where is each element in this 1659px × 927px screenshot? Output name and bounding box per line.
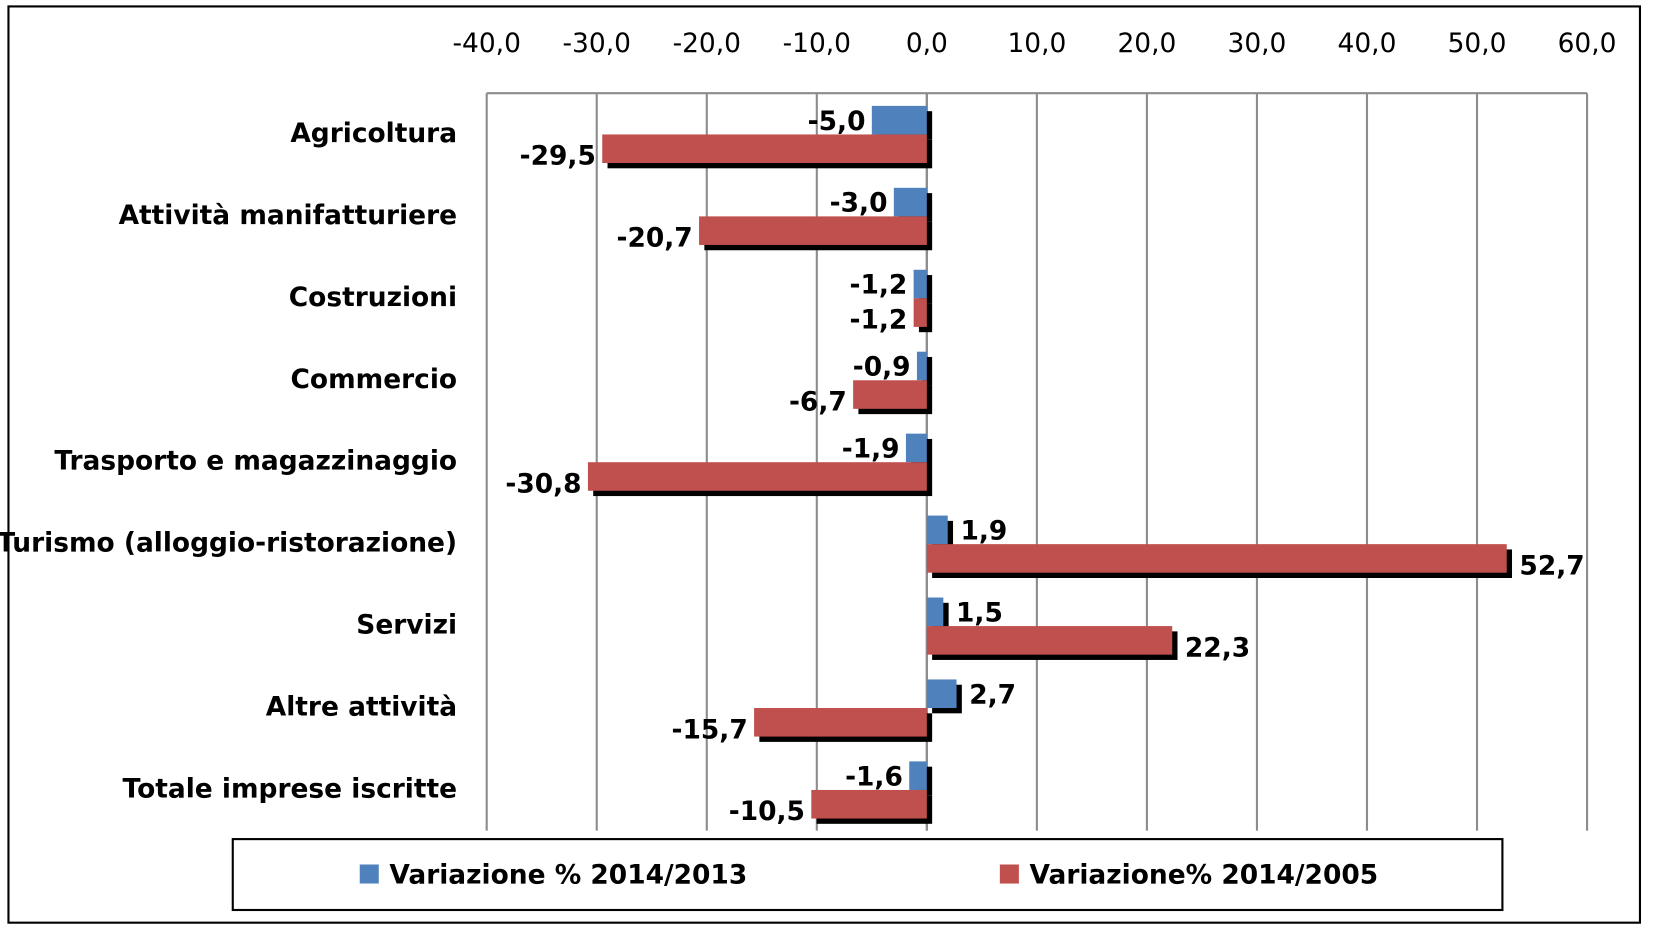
x-tick-label: -20,0 bbox=[673, 28, 741, 59]
x-tick-label: 20,0 bbox=[1117, 28, 1176, 59]
x-tick-label: -10,0 bbox=[783, 28, 851, 59]
bar bbox=[926, 626, 1173, 655]
x-tick-label: -40,0 bbox=[452, 28, 520, 59]
data-label: -1,9 bbox=[842, 434, 900, 465]
bar bbox=[926, 544, 1507, 573]
legend-swatch bbox=[999, 864, 1019, 884]
bar-shadow bbox=[922, 356, 933, 386]
bar bbox=[926, 515, 948, 545]
data-label: 1,5 bbox=[956, 597, 1003, 628]
data-label: -6,7 bbox=[789, 387, 847, 418]
legend-label: Variazione% 2014/2005 bbox=[1029, 860, 1378, 891]
bar bbox=[913, 298, 927, 327]
data-label: -15,7 bbox=[672, 714, 748, 745]
category-label: Altre attività bbox=[266, 692, 457, 723]
data-label: 2,7 bbox=[969, 679, 1016, 710]
data-label: 22,3 bbox=[1185, 632, 1250, 663]
x-tick-label: 0,0 bbox=[906, 28, 948, 59]
category-label: Agricoltura bbox=[290, 118, 457, 149]
category-label: Commercio bbox=[291, 364, 458, 395]
data-label: -29,5 bbox=[520, 141, 596, 172]
bar bbox=[811, 789, 927, 819]
bar bbox=[871, 105, 927, 135]
x-tick-label: -30,0 bbox=[563, 28, 631, 59]
bar bbox=[909, 761, 927, 790]
data-label: -30,8 bbox=[505, 468, 581, 499]
data-label: -10,5 bbox=[729, 796, 805, 827]
category-label: Servizi bbox=[356, 610, 457, 641]
bar bbox=[905, 433, 927, 463]
legend-swatch bbox=[359, 864, 379, 884]
data-label: -20,7 bbox=[617, 223, 693, 254]
category-label: Trasporto e magazzinaggio bbox=[54, 446, 457, 477]
bar bbox=[913, 269, 927, 299]
x-tick-label: 60,0 bbox=[1558, 28, 1617, 59]
bar bbox=[699, 216, 927, 245]
data-label: -1,2 bbox=[849, 305, 907, 336]
category-label: Attività manifatturiere bbox=[119, 200, 458, 231]
data-label: -1,6 bbox=[845, 761, 903, 792]
bar bbox=[587, 462, 927, 491]
bar bbox=[916, 351, 927, 381]
x-tick-label: 30,0 bbox=[1228, 28, 1287, 59]
x-tick-label: 50,0 bbox=[1448, 28, 1507, 59]
data-label: -0,9 bbox=[853, 352, 911, 383]
category-label: Totale imprese iscritte bbox=[123, 773, 458, 804]
bar bbox=[602, 134, 927, 164]
data-label: -1,2 bbox=[849, 270, 907, 301]
data-label: 52,7 bbox=[1519, 550, 1584, 581]
bar bbox=[926, 679, 957, 709]
category-label: Turismo (alloggio-ristorazione) bbox=[0, 528, 457, 559]
legend-label: Variazione % 2014/2013 bbox=[389, 860, 747, 891]
bar bbox=[926, 597, 944, 627]
bar bbox=[754, 708, 927, 737]
data-label: 1,9 bbox=[960, 515, 1007, 546]
data-label: -5,0 bbox=[808, 106, 866, 137]
bar bbox=[853, 380, 927, 409]
legend-box bbox=[231, 838, 1504, 912]
x-tick-label: 40,0 bbox=[1338, 28, 1397, 59]
data-label: -3,0 bbox=[830, 188, 888, 219]
bar bbox=[893, 187, 927, 217]
category-label: Costruzioni bbox=[289, 282, 457, 313]
x-tick-label: 10,0 bbox=[1007, 28, 1066, 59]
